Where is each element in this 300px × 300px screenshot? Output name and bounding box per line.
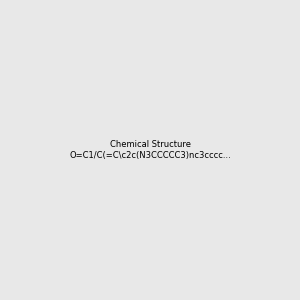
Text: Chemical Structure
O=C1/C(=C\c2c(N3CCCCC3)nc3cccc...: Chemical Structure O=C1/C(=C\c2c(N3CCCCC… [69,140,231,160]
